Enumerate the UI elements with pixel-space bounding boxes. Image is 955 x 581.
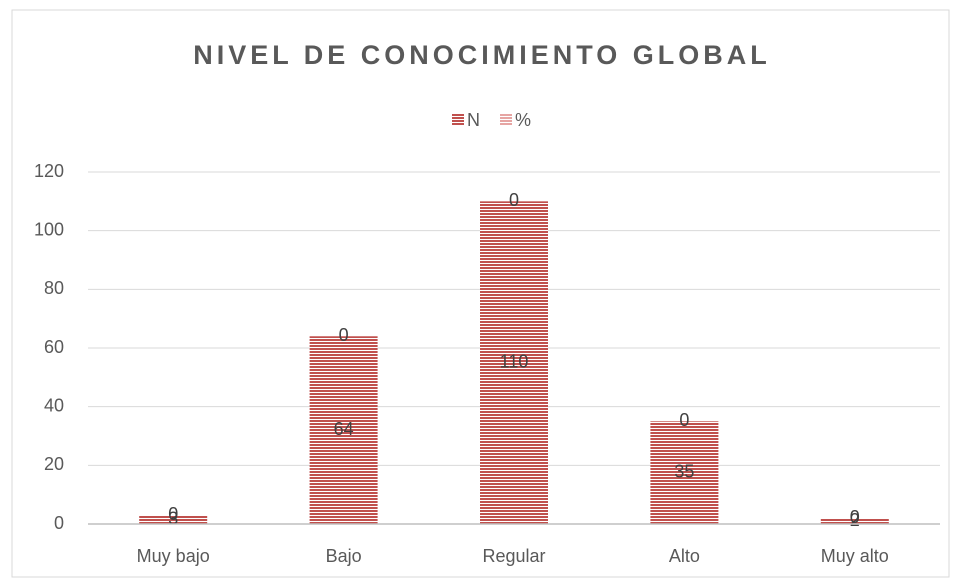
x-tick-label: Bajo — [326, 546, 362, 566]
bar — [650, 421, 719, 524]
data-label: 0 — [339, 325, 349, 345]
x-tick-label: Muy bajo — [137, 546, 210, 566]
y-tick-label: 120 — [34, 161, 64, 181]
bar — [139, 515, 208, 524]
bar — [820, 518, 889, 524]
legend-swatch — [500, 114, 512, 126]
legend-label: N — [467, 110, 480, 130]
x-tick-label: Regular — [482, 546, 545, 566]
bar — [480, 201, 548, 525]
data-label: 64 — [334, 419, 354, 439]
y-tick-label: 100 — [34, 219, 64, 239]
data-label: 3 — [168, 508, 178, 528]
y-tick-label: 60 — [44, 337, 64, 357]
data-label: 35 — [674, 461, 694, 481]
legend-swatch — [452, 114, 464, 126]
x-tick-label: Alto — [669, 546, 700, 566]
chart-title: NIVEL DE CONOCIMIENTO GLOBAL — [193, 40, 771, 70]
y-tick-label: 0 — [54, 513, 64, 533]
data-label: 0 — [679, 410, 689, 430]
data-label: 110 — [500, 351, 529, 371]
y-tick-label: 80 — [44, 278, 64, 298]
data-label: 0 — [509, 190, 519, 210]
y-tick-label: 20 — [44, 454, 64, 474]
bar — [309, 336, 378, 524]
legend-label: % — [515, 110, 531, 130]
x-tick-label: Muy alto — [821, 546, 889, 566]
data-label: 0 — [850, 507, 860, 527]
data-label: 2 — [850, 510, 860, 530]
data-label: 0 — [168, 504, 178, 524]
y-tick-label: 40 — [44, 395, 64, 415]
